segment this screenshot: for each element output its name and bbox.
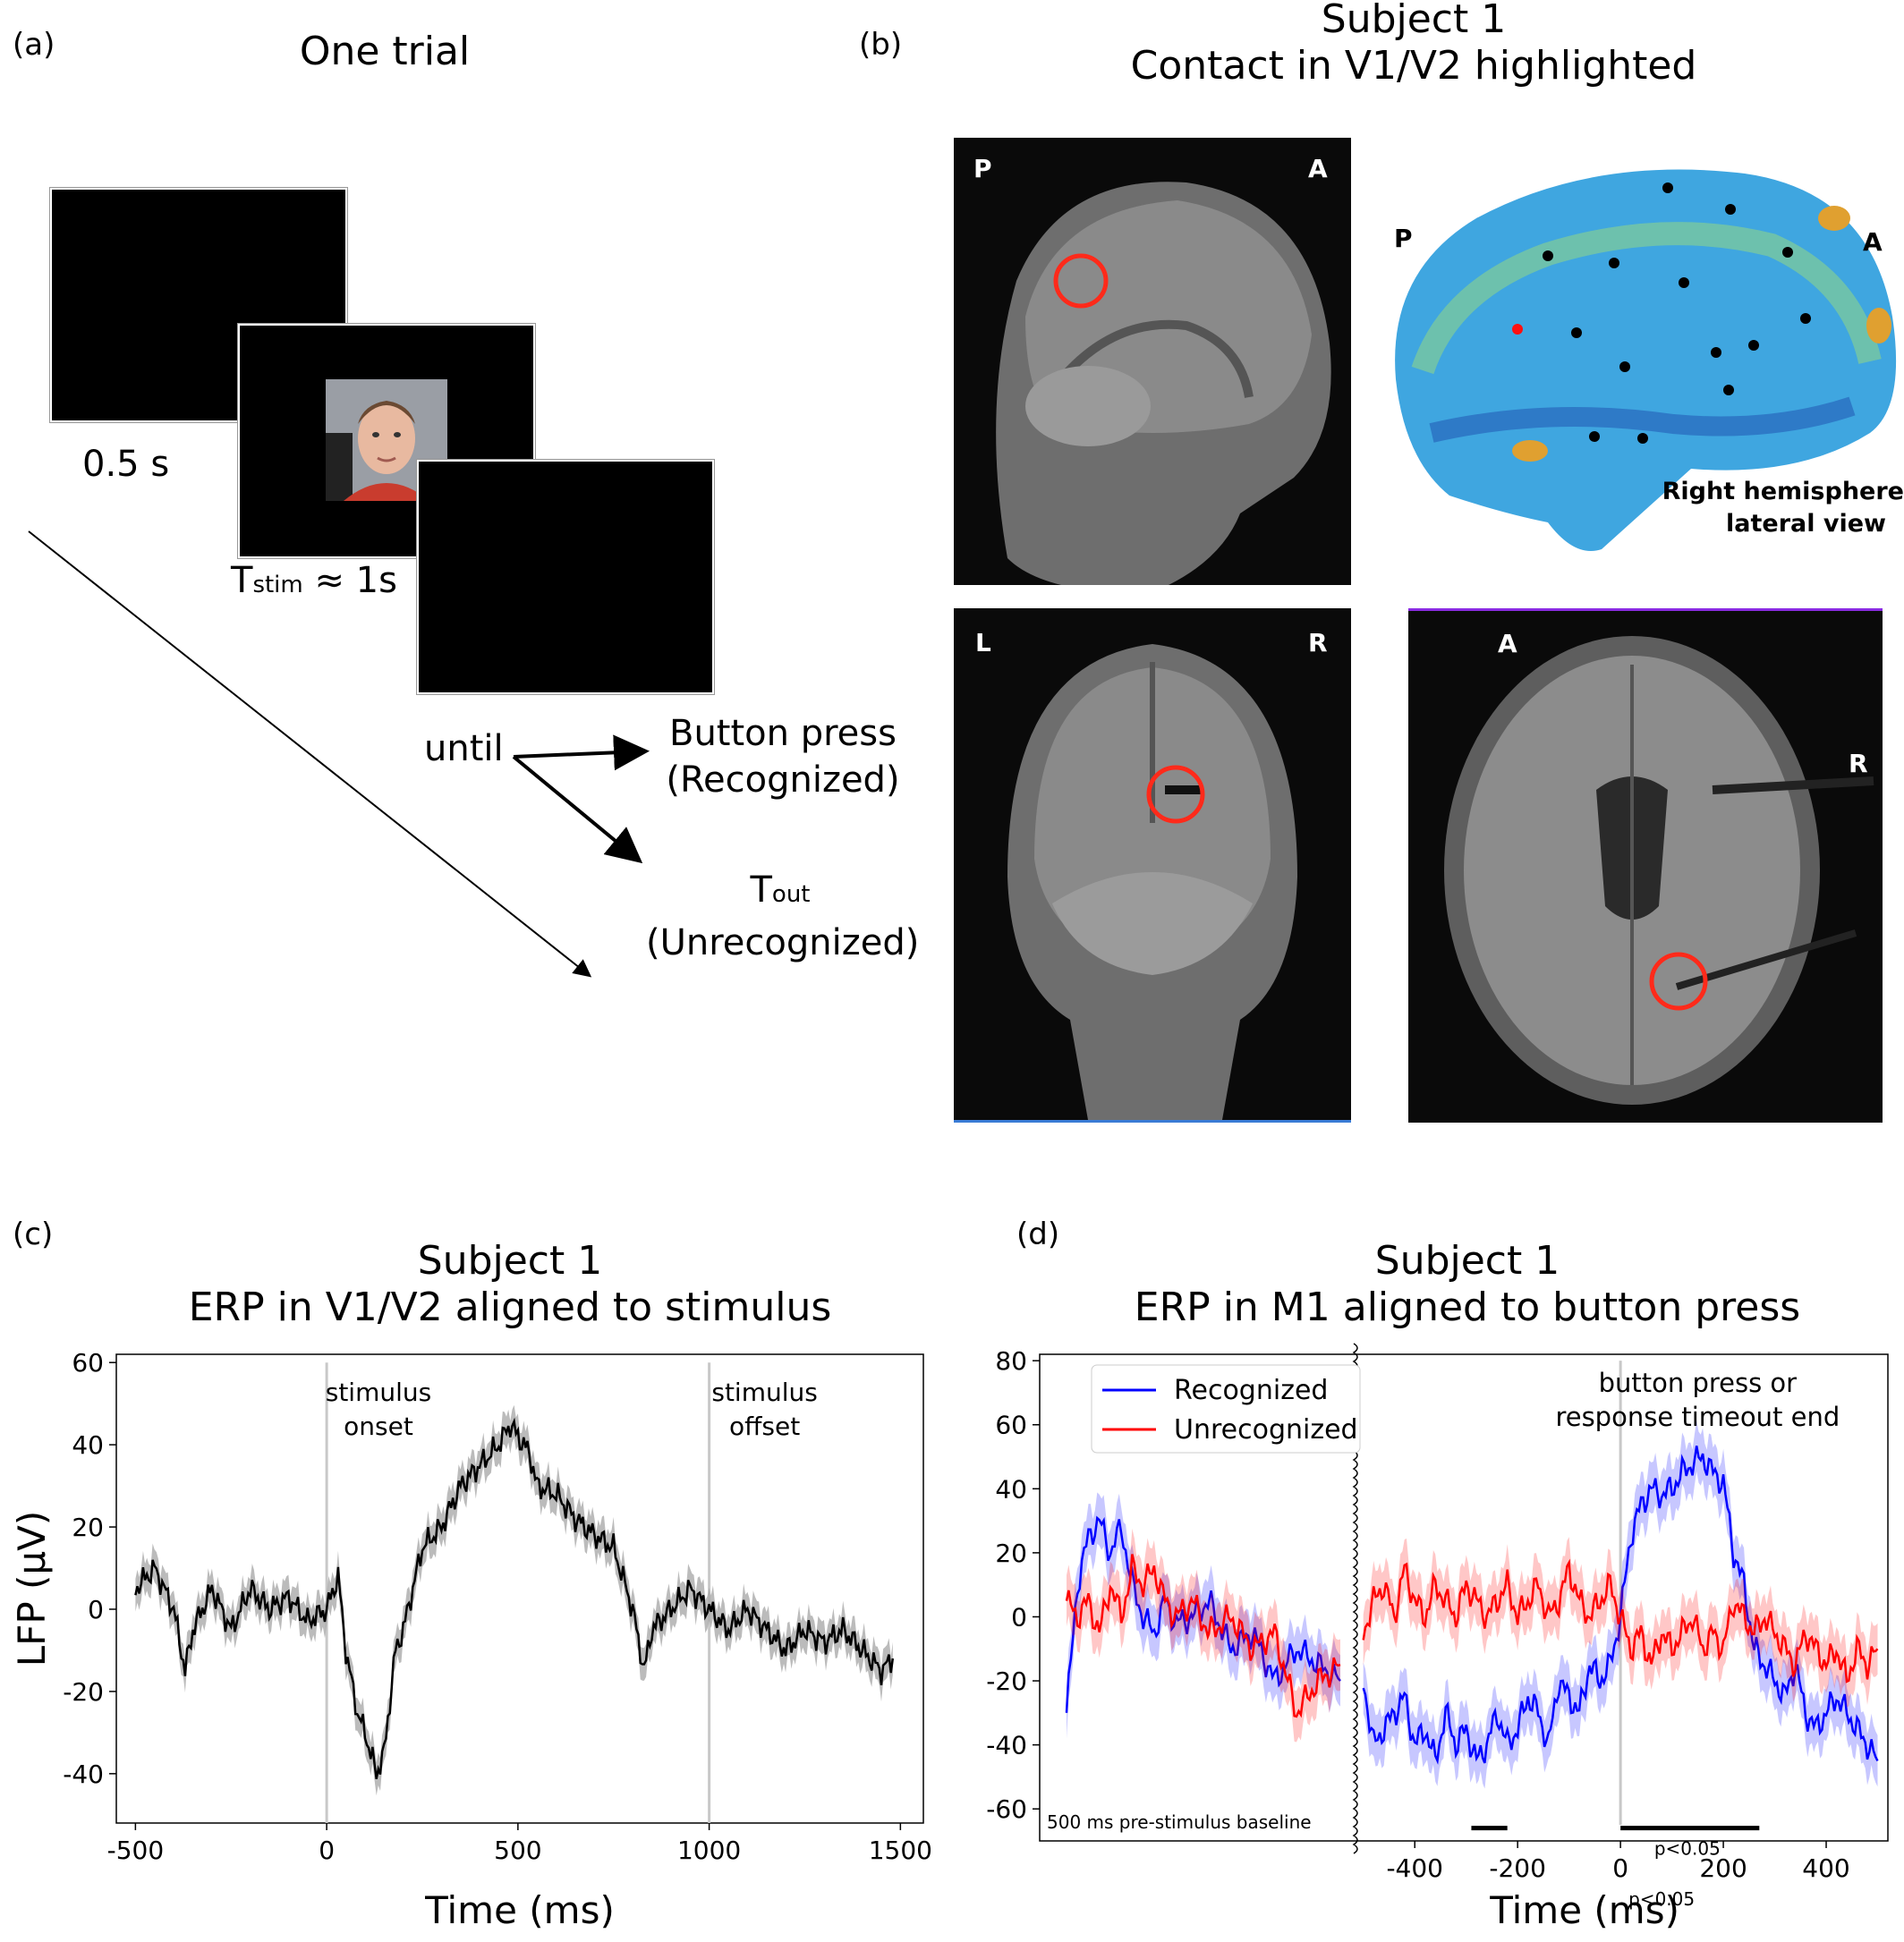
blank-duration-label: 0.5 s — [82, 444, 170, 485]
x-tick-label: 200 — [1699, 1853, 1747, 1883]
panel-d-title: Subject 1 ERP in M1 aligned to button pre… — [1134, 1238, 1801, 1330]
plot-frame — [115, 1353, 924, 1824]
x-tick-label: 500 — [494, 1836, 541, 1865]
y-tick-label: -20 — [63, 1677, 104, 1707]
legend-label-recognized: Recognized — [1174, 1375, 1328, 1406]
recognized-baseline-line — [1065, 1515, 1341, 1713]
x-tick-label: 1000 — [677, 1836, 741, 1865]
y-tick-label: 0 — [88, 1595, 104, 1624]
axial-anterior-tag: A — [1498, 629, 1517, 658]
contact-highlight-circle — [1649, 952, 1708, 1011]
chart-d: p<0.05 p<0.05 500 ms pre-stimulus baseline… — [986, 1343, 1889, 1932]
x-tick-label: -200 — [1489, 1853, 1546, 1883]
panel-b-title: Subject 1 Contact in V1/V2 highlighted — [1130, 0, 1697, 89]
legend-box — [1091, 1364, 1361, 1454]
timeout-label: Tout (Unrecognized) — [646, 869, 920, 963]
button-press-label: Button press (Recognized) — [666, 713, 900, 801]
x-tick-label: 0 — [1612, 1853, 1628, 1883]
panel-a-label: (a) — [13, 27, 55, 63]
panel-d-label: (d) — [1016, 1217, 1060, 1252]
x-tick-label: 1500 — [869, 1836, 932, 1865]
coronal-right-tag: R — [1308, 628, 1328, 657]
y-tick-label: 20 — [72, 1513, 104, 1542]
y-tick-label: 40 — [995, 1474, 1027, 1504]
erp-error-band — [135, 1404, 893, 1796]
mri-sagittal: P A — [954, 138, 1351, 585]
significance-label: p<0.05 — [1654, 1838, 1721, 1860]
coronal-left-tag: L — [975, 628, 991, 657]
x-tick-label: 400 — [1802, 1853, 1849, 1883]
y-tick-label: 60 — [72, 1348, 104, 1378]
panel-a-title: One trial — [299, 29, 471, 74]
highlighted-contact-dot — [1512, 324, 1523, 335]
x-axis-label: Time (ms) — [1489, 1888, 1679, 1932]
axial-right-tag: R — [1849, 749, 1868, 778]
y-tick-label: -40 — [986, 1731, 1027, 1760]
blank-screen-2 — [417, 460, 714, 694]
unrecognized-main-line — [1362, 1558, 1879, 1683]
surface-anterior-tag: A — [1863, 227, 1883, 257]
onset-annotation: onset — [344, 1412, 413, 1441]
chart-c: -500 0 500 1000 1500 -40 -20 0 20 40 60 Time (ms) LF… — [10, 1348, 932, 1932]
y-tick-label: -60 — [986, 1794, 1027, 1824]
offset-annotation: offset — [729, 1412, 800, 1441]
unrecognized-baseline-band — [1067, 1528, 1340, 1743]
panel-b-label: (b) — [859, 27, 903, 63]
unrecognized-baseline-line — [1065, 1554, 1341, 1718]
timeline-arrows — [28, 530, 650, 978]
contact-highlight-circle — [1146, 765, 1205, 824]
contact-highlight-circle — [1053, 253, 1109, 309]
y-tick-label: 40 — [72, 1430, 104, 1460]
x-tick-label: -400 — [1386, 1853, 1443, 1883]
event-annotation: button press or — [1599, 1368, 1798, 1398]
surface-posterior-tag: P — [1394, 224, 1413, 253]
plot-frame — [1039, 1353, 1889, 1842]
y-tick-label: 60 — [995, 1411, 1027, 1440]
event-annotation: response timeout end — [1555, 1402, 1840, 1432]
offset-annotation: stimulus — [711, 1378, 817, 1407]
unrecognized-main-band — [1363, 1537, 1878, 1708]
panel-c-label: (c) — [13, 1217, 54, 1252]
y-tick-label: 0 — [1011, 1602, 1027, 1632]
significance-label-below: p<0.05 — [1628, 1888, 1695, 1910]
until-label: until — [424, 728, 504, 769]
x-tick-label: -500 — [107, 1836, 165, 1865]
sagittal-anterior-tag: A — [1308, 154, 1328, 183]
mri-axial: A R — [1408, 608, 1883, 1123]
erp-line — [134, 1417, 895, 1780]
legend-label-unrecognized: Unrecognized — [1174, 1414, 1358, 1446]
surface-caption: Right hemisphere lateral view — [1662, 478, 1904, 538]
onset-annotation: stimulus — [326, 1378, 431, 1407]
x-axis-label: Time (ms) — [424, 1888, 615, 1932]
y-tick-label: 20 — [995, 1539, 1027, 1568]
tstim-label: Tstim ≈ 1s — [231, 560, 397, 601]
y-axis-label: LFP (μV) — [10, 1511, 54, 1666]
sagittal-posterior-tag: P — [973, 154, 992, 183]
baseline-label: 500 ms pre-stimulus baseline — [1047, 1811, 1312, 1833]
y-tick-label: 80 — [995, 1346, 1027, 1376]
mri-coronal: L R — [954, 608, 1351, 1123]
panel-c-title: Subject 1 ERP in V1/V2 aligned to stimulu… — [188, 1238, 832, 1330]
y-tick-label: -20 — [986, 1666, 1027, 1696]
brain-surface-render: P A Right hemisphere lateral view — [1369, 138, 1904, 585]
y-tick-label: -40 — [63, 1760, 104, 1789]
x-tick-label: 0 — [319, 1836, 335, 1865]
